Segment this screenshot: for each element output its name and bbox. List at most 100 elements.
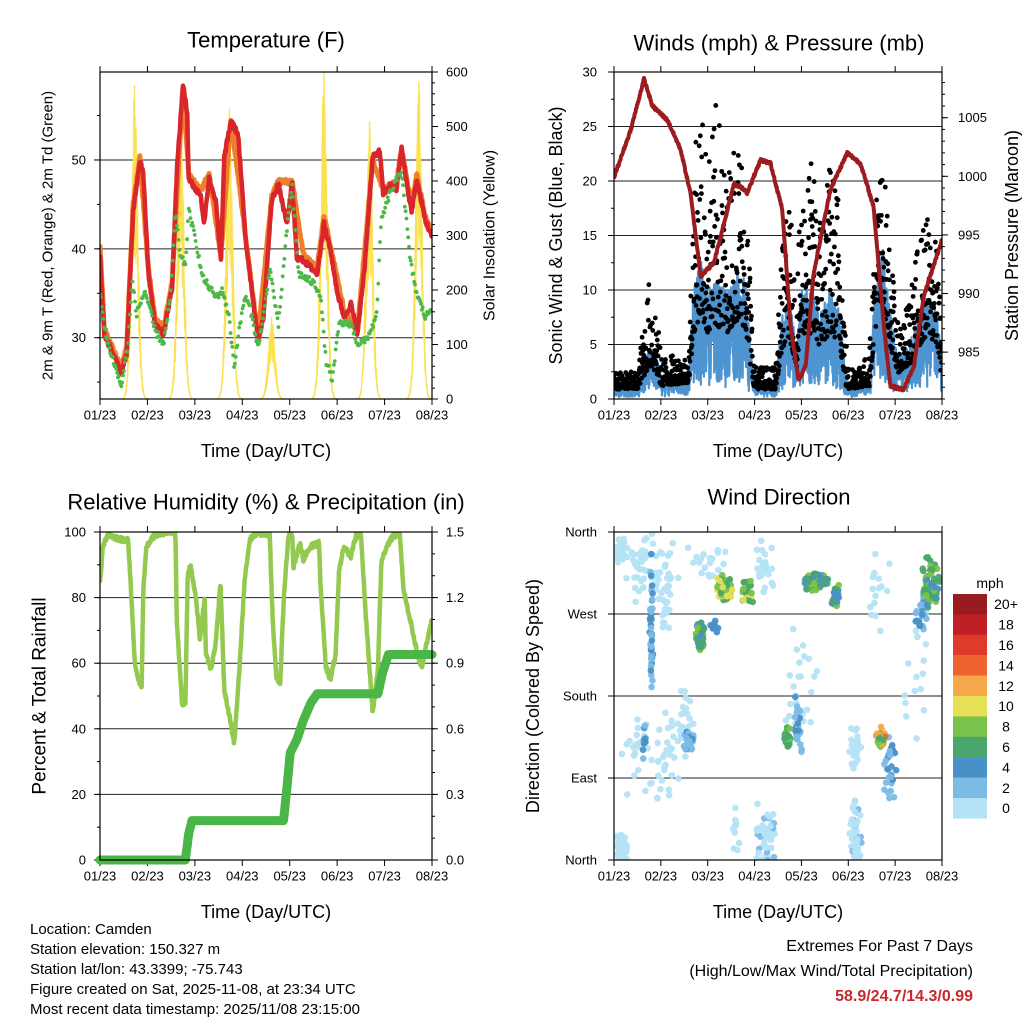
gust-point [891, 289, 897, 295]
dewpoint-point [123, 356, 128, 360]
gust-point [659, 357, 664, 362]
wind-direction-point [648, 532, 656, 538]
dewpoint-point [139, 301, 143, 306]
gust-point [702, 316, 708, 321]
gust-point [813, 218, 819, 224]
gust-point [924, 315, 930, 321]
wind-direction-point [755, 849, 762, 857]
gust-point [699, 286, 705, 292]
gust-point [739, 243, 745, 249]
gust-point [866, 383, 872, 389]
x-tick-label: 02/23 [645, 869, 678, 884]
dewpoint-point [250, 312, 254, 317]
gust-point [689, 351, 694, 357]
gust-point [704, 297, 709, 303]
wind-direction-point [658, 589, 665, 597]
wind-direction-point [670, 733, 677, 740]
gust-point [890, 337, 896, 343]
plot-area [100, 532, 432, 746]
y2-tick-label: 990 [958, 286, 980, 301]
legend-label: 18 [998, 617, 1014, 633]
y2-tick-label: 0.9 [446, 656, 464, 671]
wind-direction-point [647, 624, 655, 632]
dewpoint-point [237, 325, 242, 330]
gust-point [819, 312, 825, 318]
wind-direction-point [787, 700, 794, 708]
gust-point [731, 150, 737, 156]
dewpoint-point [307, 275, 312, 279]
gust-point [715, 294, 721, 300]
wind-direction-point [619, 555, 627, 563]
wind-direction-point [763, 827, 770, 834]
dewpoint-point [165, 317, 170, 322]
gust-point [938, 367, 942, 373]
wind-direction-point [875, 575, 883, 582]
wind-direction-point [639, 755, 647, 762]
wind-direction-point [655, 595, 663, 603]
dewpoint-point [232, 365, 236, 369]
y2-tick-label: 0 [446, 392, 453, 407]
x-tick-label: 01/23 [84, 869, 117, 884]
gust-point [934, 332, 940, 338]
y-tick-label: 30 [583, 65, 597, 80]
dewpoint-point [119, 384, 124, 389]
gust-point [715, 216, 720, 222]
x-tick-label: 08/23 [416, 408, 449, 423]
extremes-summary: Extremes For Past 7 Days (High/Low/Max W… [689, 934, 973, 1009]
dewpoint-point [331, 370, 335, 374]
gust-point [890, 273, 896, 279]
wind-direction-point [658, 550, 666, 557]
gust-point [796, 347, 801, 353]
gust-point [934, 285, 940, 291]
gust-point [744, 242, 750, 248]
wind-direction-point [640, 575, 648, 582]
wind-direction-point [706, 573, 713, 580]
gust-point [809, 199, 815, 205]
wind-direction-point [628, 549, 636, 556]
wind-direction-point [709, 555, 716, 562]
dewpoint-point [174, 214, 178, 219]
wind-direction-point [669, 539, 677, 547]
dewpoint-point [299, 271, 304, 276]
dewpoint-point [290, 182, 294, 187]
wind-direction-point [872, 550, 879, 558]
dewpoint-point [227, 312, 231, 317]
dewpoint-point [295, 250, 300, 255]
wind-direction-point [694, 624, 701, 632]
gust-point [833, 301, 839, 307]
wind-direction-point [649, 677, 656, 684]
y2-tick-label: 200 [446, 283, 468, 298]
x-tick-label: 06/23 [321, 869, 354, 884]
wind-direction-point [816, 572, 824, 579]
gust-point [828, 319, 834, 325]
dewpoint-point [192, 228, 196, 233]
dewpoint-point [125, 349, 130, 354]
gust-point [741, 265, 747, 271]
gust-point [829, 214, 835, 220]
gust-point [853, 377, 858, 383]
x-tick-label: 06/23 [321, 408, 354, 423]
gust-point [834, 215, 840, 221]
legend-swatch [953, 634, 987, 656]
dewpoint-point [283, 244, 288, 249]
gust-point [656, 330, 662, 335]
wind-direction-point [786, 671, 794, 679]
wind-direction-point [869, 585, 876, 593]
x-tick-label: 06/23 [832, 408, 865, 423]
gust-point [734, 270, 740, 276]
wind-direction-point [640, 740, 648, 747]
gust-point [922, 247, 928, 253]
dewpoint-point [341, 323, 346, 328]
dewpoint-point [157, 334, 161, 339]
wind-direction-point [618, 750, 626, 758]
dewpoint-point [371, 325, 376, 329]
gust-point [870, 350, 876, 356]
dewpoint-point [228, 331, 233, 335]
gust-point [832, 244, 837, 250]
wind-direction-point [709, 625, 717, 632]
legend-label: 4 [1002, 759, 1010, 775]
wind-direction-point [616, 550, 624, 557]
gust-point [811, 324, 817, 330]
wind-direction-point [912, 627, 920, 635]
gust-point [701, 215, 707, 221]
